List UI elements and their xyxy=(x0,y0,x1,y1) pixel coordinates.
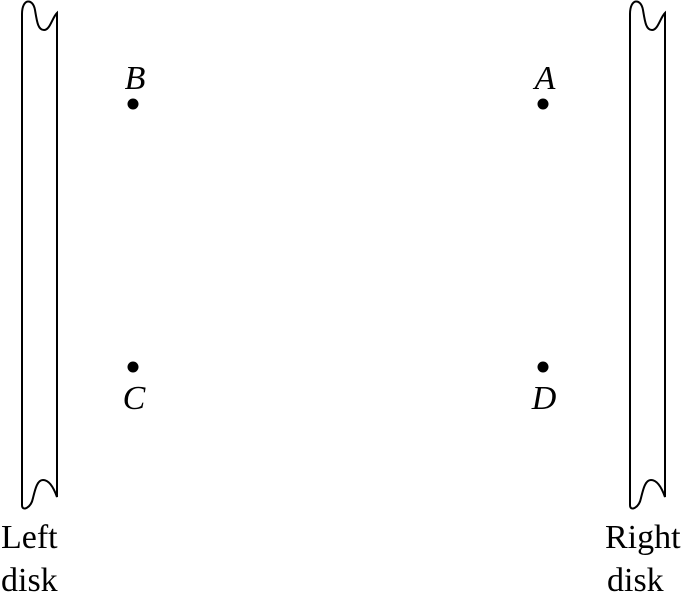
right-disk-label-line1: Right xyxy=(605,519,681,556)
point-c-dot xyxy=(127,361,139,373)
point-b-dot xyxy=(127,98,139,110)
right-disk xyxy=(629,0,666,510)
left-disk-label-line2: disk xyxy=(1,562,58,599)
point-a-label: A xyxy=(533,60,556,97)
point-b-label: B xyxy=(125,60,146,97)
point-c-label: C xyxy=(123,380,146,417)
point-d-label: D xyxy=(531,380,557,417)
left-disk-label-line1: Left xyxy=(1,519,58,556)
point-a-dot xyxy=(537,98,549,110)
point-d-dot xyxy=(537,361,549,373)
left-disk xyxy=(21,0,58,510)
right-disk-label-line2: disk xyxy=(607,562,664,599)
